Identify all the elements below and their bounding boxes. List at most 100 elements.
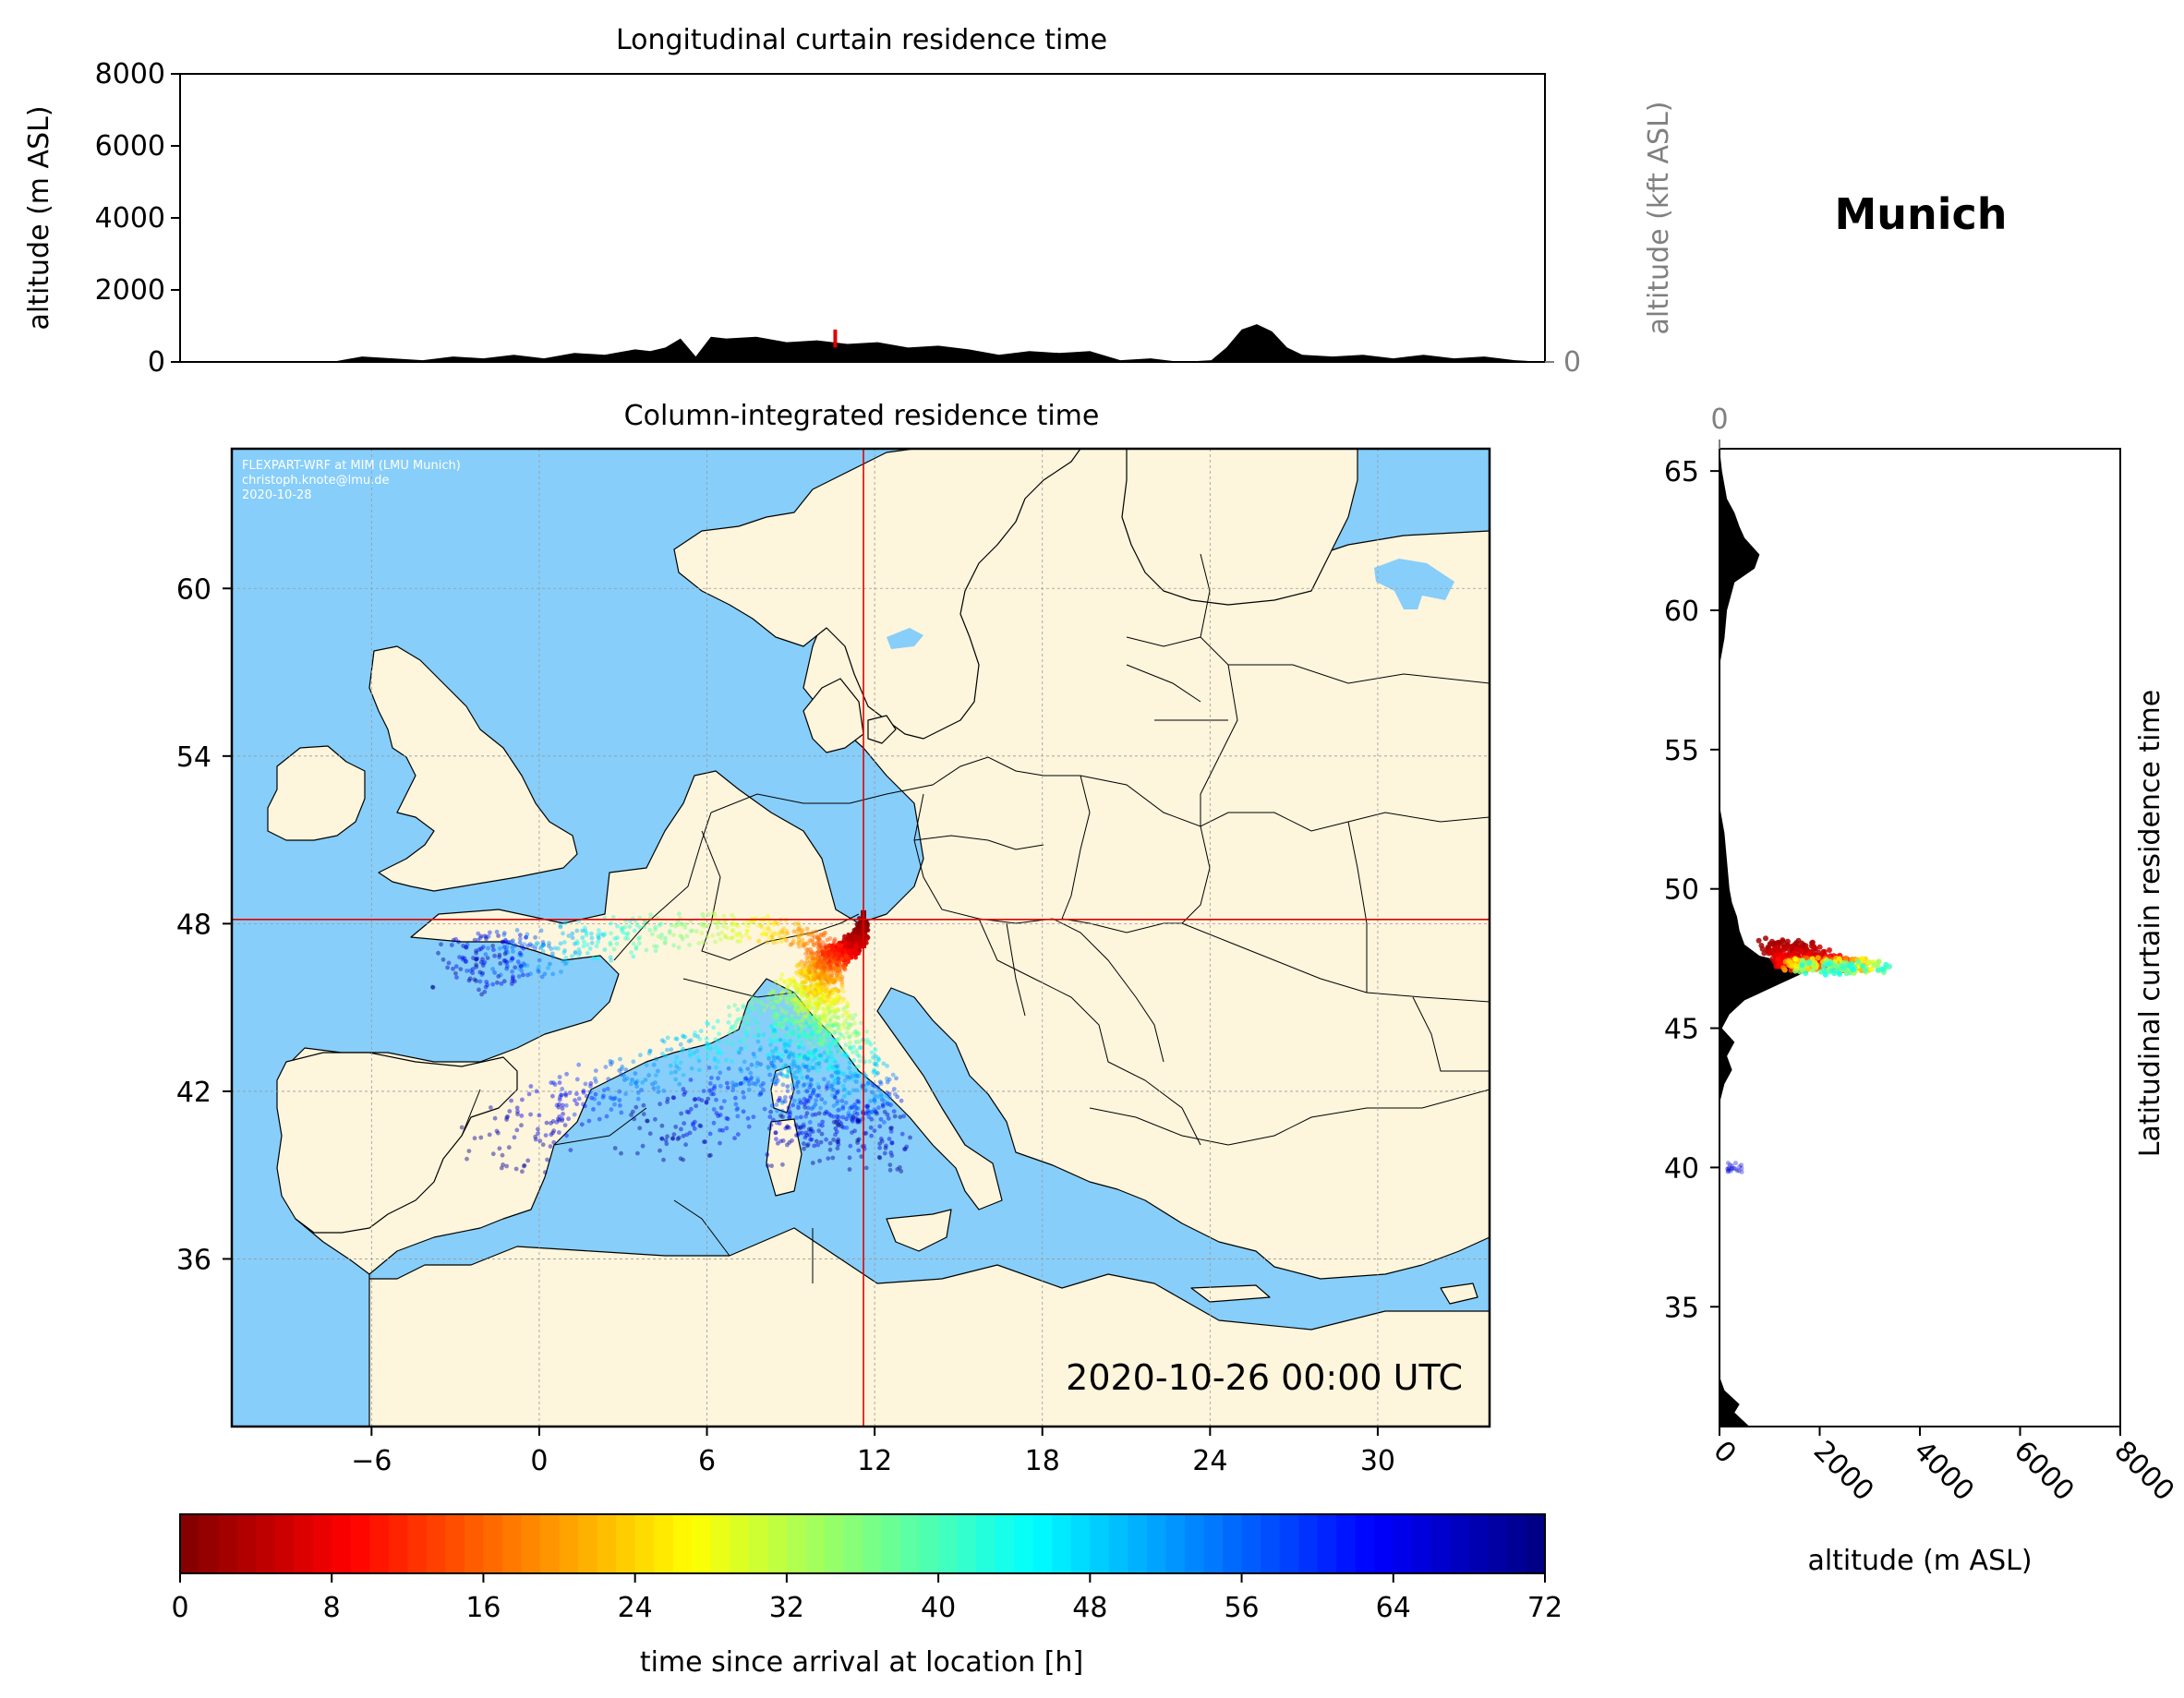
plume-particle [776, 1012, 780, 1018]
plume-particle [827, 1112, 832, 1116]
plume-particle [738, 938, 742, 944]
plume-particle [573, 949, 578, 955]
plume-particle [806, 931, 811, 936]
plume-particle [559, 1092, 564, 1098]
plume-particle [726, 1066, 731, 1071]
plume-particle [661, 1157, 666, 1162]
plume-particle [741, 1015, 746, 1020]
plume-particle [580, 935, 585, 940]
plume-particle [671, 943, 676, 948]
plume-particle [797, 924, 802, 929]
plume-particle [778, 977, 783, 981]
plume-particle [796, 1018, 802, 1023]
lat-axes-frame [1719, 448, 2121, 1427]
plume-particle [647, 1048, 653, 1054]
plume-particle [806, 964, 812, 969]
plume-particle [789, 999, 793, 1004]
plume-particle [806, 967, 812, 972]
plume-particle [658, 921, 664, 926]
plume-particle [521, 972, 525, 978]
plume-particle [453, 970, 458, 976]
plume-particle [794, 1082, 800, 1087]
plume-particle [878, 1092, 884, 1097]
plume-particle [812, 977, 817, 981]
plume-particle [821, 964, 826, 969]
plume-particle [480, 970, 485, 976]
plume-particle [722, 933, 728, 938]
plume-particle [802, 942, 807, 947]
plume-particle [754, 1064, 759, 1068]
plume-particle [818, 988, 824, 994]
plume-particle [536, 1126, 540, 1132]
plume-particle [817, 1022, 823, 1027]
top-axes-frame [179, 73, 1546, 363]
lat-x-tick-label: 2000 [1807, 1435, 1880, 1508]
plume-particle [550, 1130, 555, 1136]
plume-particle [765, 940, 770, 945]
plume-particle [628, 1081, 633, 1087]
plume-particle [869, 1133, 874, 1138]
plume-particle [556, 945, 561, 951]
plume-particle [476, 931, 481, 936]
plume-particle [738, 1081, 743, 1086]
plume-particle [722, 1099, 727, 1103]
plume-particle [807, 964, 813, 969]
plume-particle [823, 1101, 827, 1105]
plume-particle [759, 1000, 764, 1006]
plume-particle [512, 979, 517, 984]
plume-particle [721, 913, 727, 919]
plume-particle [681, 1157, 686, 1162]
plume-particle [810, 933, 815, 938]
plume-particle [799, 992, 804, 996]
plume-particle [498, 972, 503, 978]
colorbar-cell [730, 1514, 750, 1573]
plume-particle [482, 959, 488, 965]
plume-particle [601, 933, 606, 938]
plume-particle [755, 922, 761, 928]
plume-particle [701, 921, 706, 927]
plume-particle [737, 931, 742, 936]
plume-particle [832, 936, 838, 942]
plume-particle [653, 1116, 658, 1122]
plume-particle [614, 941, 620, 946]
plume-particle [803, 965, 809, 970]
plume-particle [813, 1027, 818, 1032]
plume-particle [584, 1093, 589, 1099]
plume-particle [549, 946, 554, 951]
plume-particle [690, 1121, 695, 1126]
plume-particle [716, 1076, 720, 1081]
plume-particle [805, 968, 811, 973]
plume-particle [477, 947, 482, 952]
plume-particle [814, 988, 819, 994]
plume-particle [769, 1005, 775, 1010]
plume-particle [829, 978, 835, 983]
plume-particle [812, 1143, 817, 1149]
plume-particle [804, 1004, 809, 1009]
plume-particle [799, 971, 803, 976]
plume-particle [820, 1119, 826, 1125]
plume-particle [821, 965, 826, 970]
colorbar-cell [483, 1514, 503, 1573]
plume-particle [507, 1109, 513, 1114]
plume-particle [712, 1084, 718, 1089]
plume-particle [741, 1003, 746, 1008]
plume-particle [789, 1022, 794, 1028]
plume-particle [807, 932, 813, 937]
plume-particle [568, 1148, 573, 1152]
plume-particle [758, 1005, 764, 1010]
plume-particle [772, 1019, 778, 1024]
plume-particle [790, 940, 796, 945]
plume-particle [672, 1060, 678, 1065]
colorbar-cell [1526, 1514, 1546, 1573]
plume-particle [730, 927, 736, 933]
plume-particle [802, 944, 806, 949]
plume-particle [589, 931, 594, 936]
country-borders [461, 553, 1490, 1283]
plume-particle [760, 1088, 766, 1092]
plume-particles [430, 909, 912, 1174]
plume-particle [624, 932, 630, 937]
plume-particle [536, 965, 541, 969]
plume-particle [541, 943, 546, 947]
plume-particle [730, 1084, 736, 1090]
plume-particle [841, 989, 846, 994]
